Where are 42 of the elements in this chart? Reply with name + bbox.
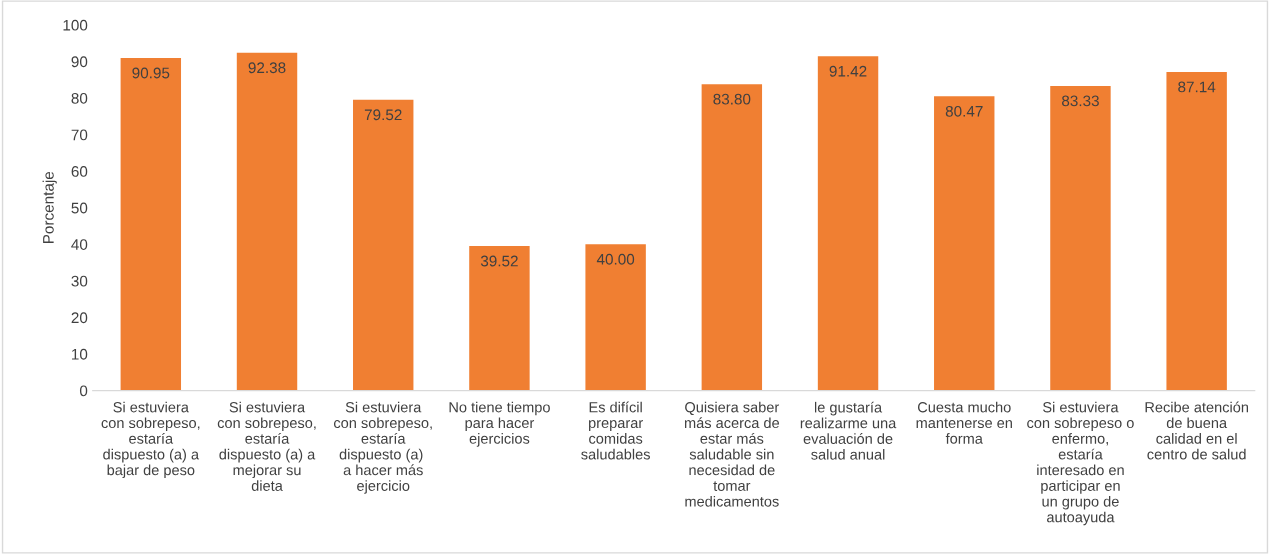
bar: [469, 246, 530, 391]
data-label: 83.33: [1062, 95, 1099, 107]
x-tick-label: Si estuviera con sobrepeso, estaría dispuesto (a) a bajar de peso: [101, 401, 200, 479]
data-label: 92.38: [248, 62, 286, 74]
x-tick-label: No tiene tiempo para hacer ejercicios: [449, 401, 550, 447]
y-tick-label: 80: [71, 92, 88, 104]
y-tick-label: 20: [71, 312, 88, 324]
bar: [120, 58, 182, 391]
bar: [701, 84, 763, 391]
data-label: 79.52: [364, 109, 402, 121]
data-label: 87.14: [1178, 81, 1216, 93]
y-axis-title: Porcentaje: [42, 171, 57, 244]
bar: [353, 99, 414, 391]
y-tick-label: 90: [71, 56, 88, 68]
x-tick-label: Si estuviera con sobrepeso o enfermo, estaría interesado en participar en un grupo de autoayuda: [1027, 401, 1134, 526]
y-tick-label: 100: [63, 19, 88, 31]
x-tick-label: Quisiera saber más acerca de estar más saludable sin necesidad de tomar medicamentos: [684, 401, 780, 507]
data-label: 40.00: [596, 253, 635, 265]
x-tick-label: Es difícil preparar comidas saludables: [581, 401, 650, 460]
bar: [817, 56, 879, 391]
data-label: 91.42: [829, 65, 867, 77]
x-tick-label: Cuesta mucho mantenerse en forma: [916, 401, 1012, 444]
bar: [934, 96, 995, 391]
x-tick-label: Si estuviera con sobrepeso, estaría dispuesto (a) a hacer más ejercicio: [333, 401, 432, 494]
y-tick-label: 60: [71, 166, 88, 177]
bar: [236, 52, 298, 391]
data-label: 80.47: [945, 105, 983, 117]
x-tick-label: Recibe atención de buena calidad en el centro de salud: [1145, 401, 1249, 460]
y-tick-label: 40: [71, 239, 88, 250]
data-label: 83.80: [713, 93, 751, 105]
bar: [1166, 71, 1227, 391]
y-tick-label: 30: [71, 275, 88, 287]
y-tick-label: 10: [72, 348, 88, 360]
data-label: 39.52: [480, 255, 518, 267]
y-tick-label: 70: [71, 129, 88, 141]
x-tick-label: Si estuviera con sobrepeso, estaría dispuesto (a) a mejorar su dieta: [217, 401, 316, 491]
y-tick-label: 0: [79, 385, 88, 397]
bar: [585, 244, 646, 391]
y-tick-label: 50: [71, 202, 88, 214]
x-tick-label: le gustaría realizarme una evaluación de salud anual: [800, 401, 897, 460]
data-label: 90.95: [132, 67, 170, 79]
bar: [1050, 85, 1111, 391]
